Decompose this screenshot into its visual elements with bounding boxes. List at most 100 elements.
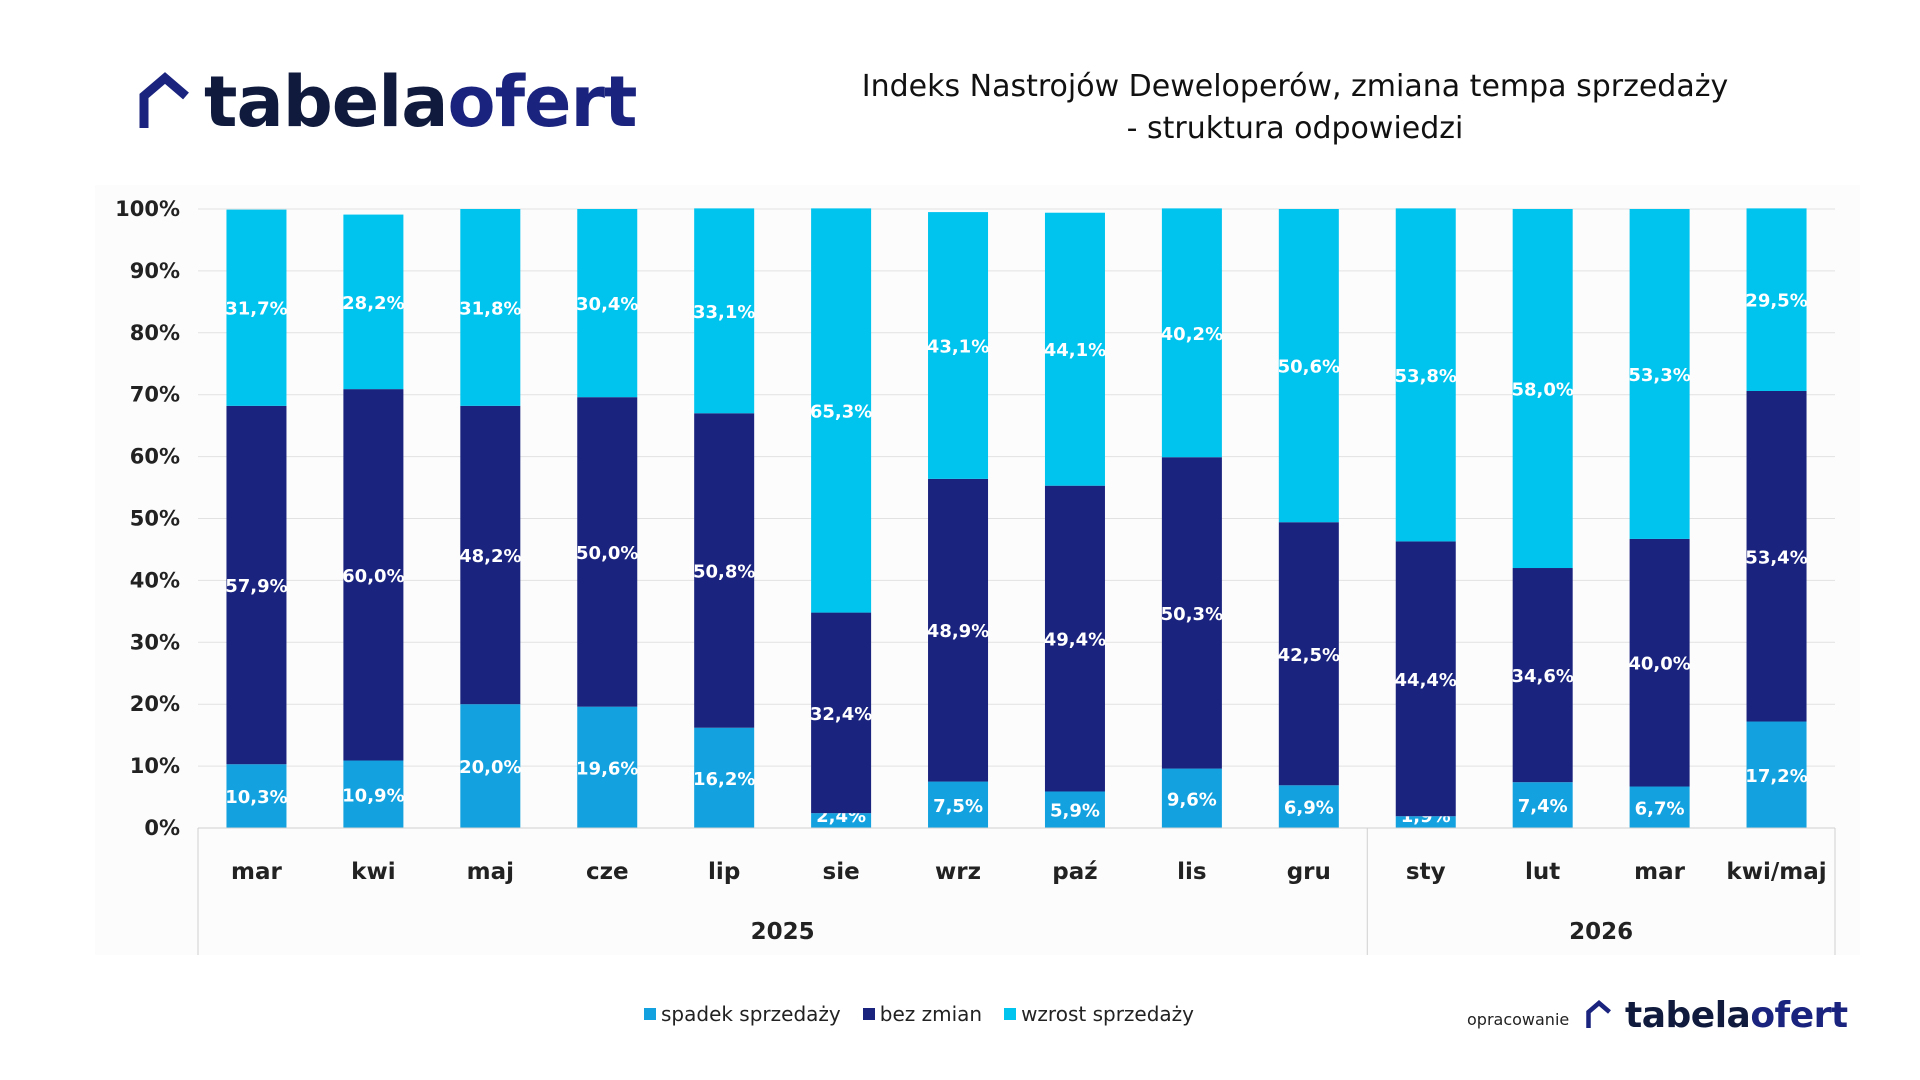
bar-segment [928, 212, 989, 479]
bar-segment [1161, 768, 1222, 828]
legend-swatch-wzrost [1004, 1008, 1017, 1020]
bar-segment [1746, 208, 1807, 391]
x-category-label: lis [1177, 859, 1206, 885]
data-label: 53,4% [1745, 547, 1807, 568]
data-label: 60,0% [342, 566, 404, 587]
data-label: 7,4% [1518, 796, 1568, 817]
legend-item-spadek: spadek sprzedaży [644, 1002, 841, 1026]
x-group-label: 2025 [751, 919, 815, 945]
data-label: 6,7% [1635, 798, 1685, 819]
bar-segment [1161, 457, 1222, 769]
bar-segment [1278, 209, 1339, 523]
bar-segment [928, 478, 989, 782]
y-tick-label: 80% [130, 321, 180, 345]
data-label: 50,6% [1278, 357, 1340, 378]
y-tick-label: 40% [130, 568, 180, 592]
bar-segment [1512, 568, 1573, 783]
x-category-label: lut [1525, 859, 1560, 885]
y-tick-label: 50% [130, 507, 180, 531]
legend-item-bez-zmian: bez zmian [862, 1002, 982, 1026]
data-label: 44,4% [1395, 670, 1457, 691]
x-category-label: cze [586, 859, 629, 885]
data-label: 65,3% [810, 401, 872, 422]
bar-segment [1512, 782, 1573, 828]
bar-segment [343, 214, 404, 390]
x-category-label: kwi [351, 859, 395, 885]
house-icon-small [1586, 1000, 1611, 1028]
x-category-label: maj [467, 859, 514, 885]
chart-title-line-1: Indeks Nastrojów Deweloperów, zmiana tem… [861, 69, 1729, 104]
data-label: 30,4% [576, 294, 638, 315]
data-label: 40,0% [1628, 654, 1690, 675]
data-label: 44,1% [1044, 340, 1106, 361]
logo-main: tabela ofert [138, 61, 638, 143]
bar-segment [226, 764, 287, 828]
legend: spadek sprzedaży bez zmian wzrost sprzed… [644, 1002, 1194, 1026]
credit-label: opracowanie [1467, 1010, 1570, 1029]
chart-title-line-2: - struktura odpowiedzi [1126, 111, 1464, 146]
x-category-label: gru [1287, 859, 1331, 885]
bar-segment [577, 397, 638, 707]
data-label: 34,6% [1511, 666, 1573, 687]
bar-segment [1395, 208, 1456, 542]
bar-segment [460, 704, 521, 828]
data-label: 33,1% [693, 302, 755, 323]
y-tick-label: 10% [130, 754, 180, 778]
bar-segment [343, 389, 404, 761]
data-label: 48,2% [459, 546, 521, 567]
data-label: 31,7% [225, 299, 287, 320]
logo-credit-text-part2: ofert [1750, 994, 1848, 1036]
legend-swatch-spadek [644, 1008, 656, 1020]
data-label: 32,4% [810, 704, 872, 725]
bar-segment [1278, 785, 1339, 828]
data-label: 42,5% [1278, 645, 1340, 666]
x-category-label: mar [1634, 859, 1685, 885]
data-label: 20,0% [459, 757, 521, 778]
data-label: 29,5% [1745, 291, 1807, 312]
y-tick-label: 60% [130, 445, 180, 469]
bar-segment [694, 727, 755, 828]
bar-segment [694, 413, 755, 728]
data-label: 57,9% [225, 576, 287, 597]
y-tick-label: 90% [130, 259, 180, 283]
bar-segment [1746, 721, 1807, 828]
bar-segment [460, 209, 521, 406]
house-icon [139, 72, 189, 128]
data-label: 50,0% [576, 543, 638, 564]
bar-segment [811, 612, 872, 814]
data-label: 28,2% [342, 293, 404, 314]
y-tick-label: 30% [130, 630, 180, 654]
legend-item-wzrost: wzrost sprzedaży [1004, 1002, 1194, 1026]
logo-credit: tabela ofert [1585, 994, 1848, 1036]
data-label: 40,2% [1161, 324, 1223, 345]
bar-segment [1629, 538, 1690, 787]
bar-segment [694, 208, 755, 414]
bar-segment [460, 405, 521, 705]
legend-label-spadek: spadek sprzedaży [661, 1002, 841, 1026]
y-tick-label: 20% [130, 692, 180, 716]
bar-segment [1395, 541, 1456, 817]
bar-segment [1746, 390, 1807, 722]
bar-segment [1629, 786, 1690, 828]
data-label: 17,2% [1745, 766, 1807, 787]
x-category-label: lip [708, 859, 740, 885]
data-label: 9,6% [1167, 789, 1217, 810]
data-label: 7,5% [933, 796, 983, 817]
logo-text-part1: tabela [204, 61, 449, 143]
logo-text-part2: ofert [447, 61, 638, 143]
bar-segment [1044, 791, 1105, 828]
bar-segment [811, 813, 872, 828]
bar-segment [226, 209, 287, 406]
bar-segment [343, 760, 404, 828]
bar-segment [1395, 816, 1456, 828]
data-label: 50,8% [693, 561, 755, 582]
data-label: 50,3% [1161, 604, 1223, 625]
data-label: 6,9% [1284, 798, 1334, 819]
x-category-label: paź [1052, 859, 1097, 885]
data-label: 53,8% [1395, 366, 1457, 387]
y-tick-label: 70% [130, 383, 180, 407]
bar-segment [577, 209, 638, 398]
data-label: 43,1% [927, 336, 989, 357]
legend-label-wzrost: wzrost sprzedaży [1021, 1002, 1194, 1026]
